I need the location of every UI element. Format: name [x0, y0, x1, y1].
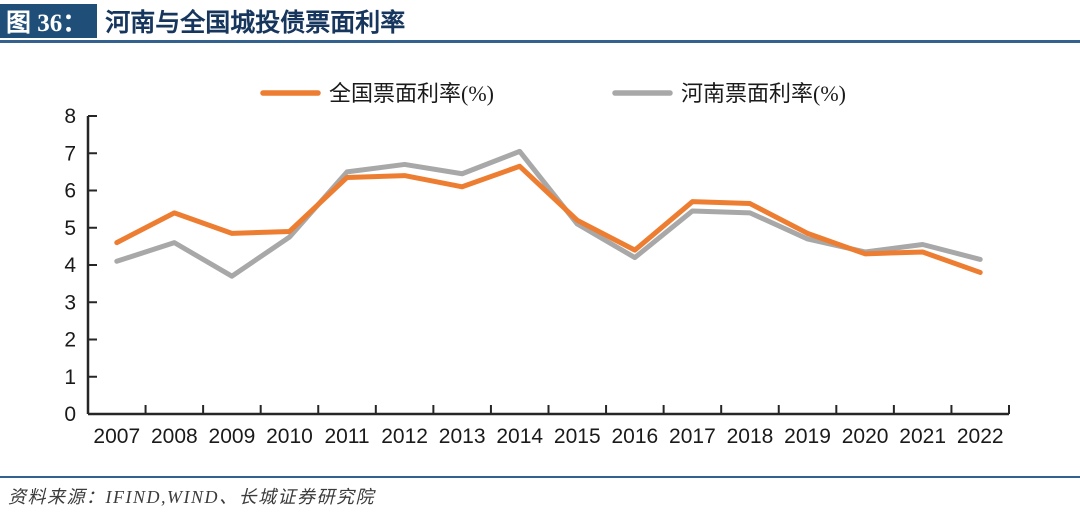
legend-label: 河南票面利率(%): [681, 81, 846, 106]
chart-area: 0 1 2 3 4 5 6 7 8 2007 2008 2009 2010 2011 2012 2013 201…: [0, 46, 1080, 466]
x-tick-label: 2018: [727, 425, 774, 448]
footer-divider: [0, 476, 1080, 478]
x-axis-labels: 2007 2008 2009 2010 2011 2012 2013 2014 2015 2016…: [93, 425, 1003, 448]
x-tick-label: 2011: [324, 425, 369, 448]
x-tick-label: 2012: [381, 425, 428, 448]
figure-title: 河南与全国城投债票面利率: [105, 10, 406, 37]
x-tick-label: 2008: [151, 425, 198, 448]
axes: [86, 116, 1009, 416]
legend-item-1: 河南票面利率(%): [612, 81, 846, 106]
legend-item-0: 全国票面利率(%): [260, 81, 494, 106]
y-tick-label: 2: [64, 329, 76, 352]
x-tick-label: 2009: [209, 425, 256, 448]
header-divider: [0, 40, 1080, 43]
x-tick-label: 2007: [93, 425, 140, 448]
figure-number-label: 图 36：: [6, 10, 88, 37]
figure-header: 图 36： 河南与全国城投债票面利率: [0, 4, 405, 38]
y-tick-label: 5: [64, 217, 76, 240]
x-tick-label: 2020: [842, 425, 889, 448]
y-axis-ticks: [88, 115, 97, 415]
y-tick-label: 6: [64, 180, 76, 203]
source-note: 资料来源：IFIND,WIND、长城证券研究院: [8, 487, 375, 507]
y-tick-label: 3: [64, 291, 76, 314]
legend: 全国票面利率(%) 河南票面利率(%): [260, 81, 846, 106]
y-tick-label: 1: [64, 366, 76, 389]
x-axis-ticks: [87, 405, 1010, 414]
series-line-0: [114, 163, 983, 275]
y-tick-label: 4: [64, 254, 76, 277]
y-tick-label: 7: [64, 142, 76, 165]
y-tick-label: 0: [64, 403, 76, 426]
x-tick-label: 2013: [439, 425, 486, 448]
x-tick-label: 2019: [784, 425, 831, 448]
x-tick-label: 2014: [496, 425, 543, 448]
coupon-rate-chart: 0 1 2 3 4 5 6 7 8 2007 2008 2009 2010 2011 2012 2013 201…: [64, 81, 1010, 448]
series-line-1: [114, 148, 983, 279]
figure-number-badge: 图 36：: [0, 4, 98, 38]
x-tick-label: 2016: [611, 425, 658, 448]
x-tick-label: 2022: [957, 425, 1004, 448]
y-axis-labels: 0 1 2 3 4 5 6 7 8: [64, 105, 76, 426]
x-tick-label: 2015: [554, 425, 601, 448]
legend-label: 全国票面利率(%): [329, 81, 494, 106]
x-tick-label: 2017: [669, 425, 716, 448]
x-tick-label: 2021: [899, 425, 946, 448]
x-tick-label: 2010: [266, 425, 313, 448]
y-tick-label: 8: [64, 105, 76, 128]
